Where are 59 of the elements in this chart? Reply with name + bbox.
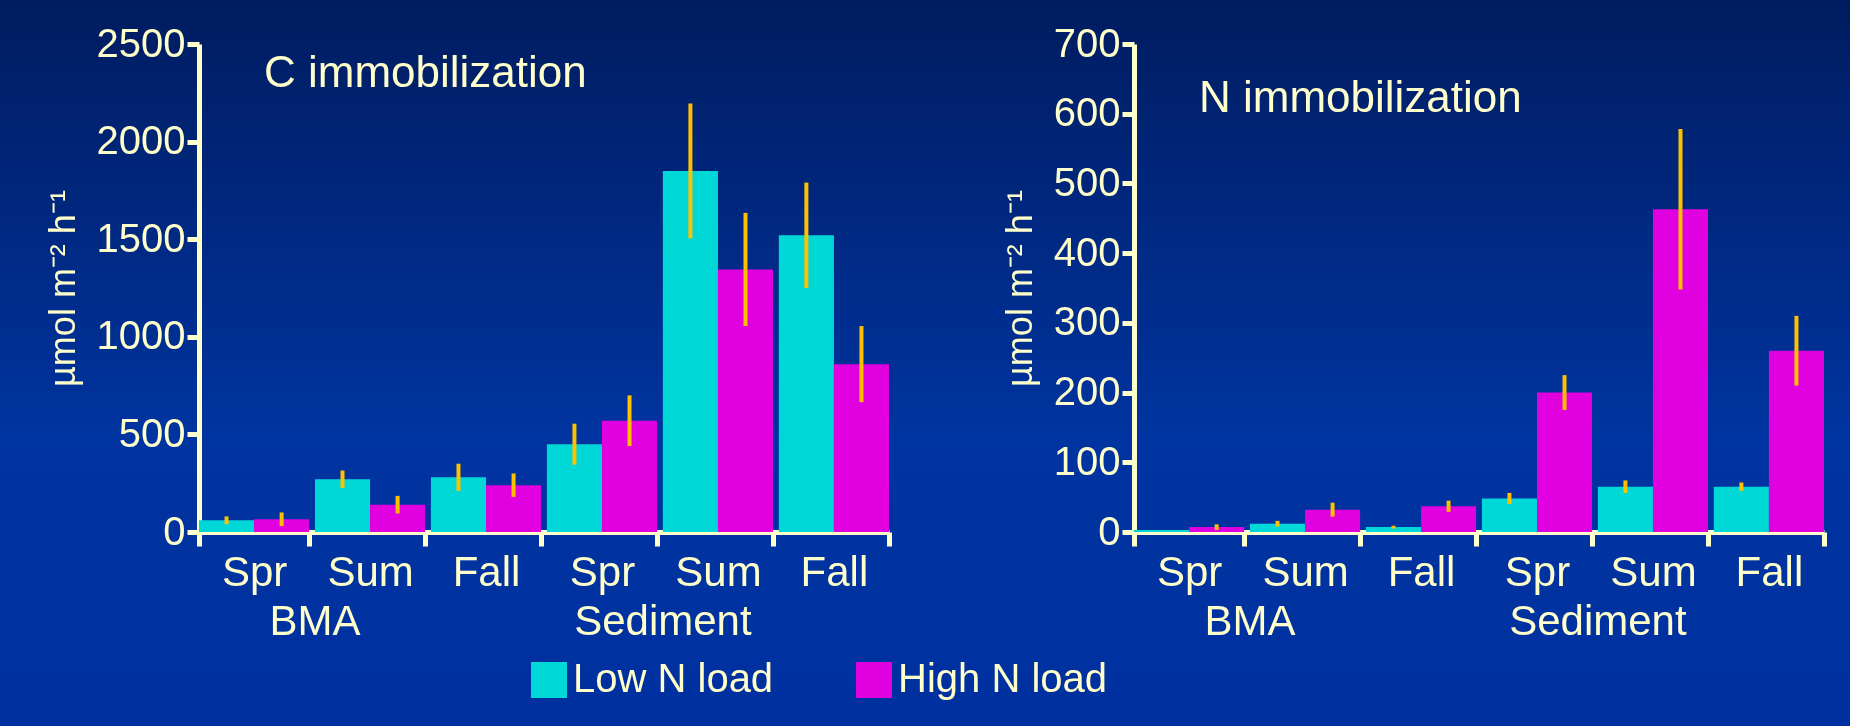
x-tick-label: Sum <box>1610 547 1697 595</box>
y-tick-label: 0 <box>1098 508 1121 553</box>
y-tick-label: 600 <box>1053 90 1121 135</box>
y-tick-label: 1500 <box>96 215 186 260</box>
bar <box>1249 523 1306 532</box>
bar <box>1481 498 1537 532</box>
bar <box>486 485 542 532</box>
x-tick-label: Spr <box>221 547 288 595</box>
y-tick-label: 500 <box>1053 159 1121 204</box>
text: Sediment <box>574 597 752 644</box>
bar <box>1713 486 1769 532</box>
bar <box>314 479 371 532</box>
bar <box>833 364 889 532</box>
y-tick-label: 1000 <box>96 313 186 358</box>
text: N immobilization <box>1199 72 1522 121</box>
text: Sediment <box>1509 597 1687 644</box>
y-tick-label: 700 <box>1053 20 1121 65</box>
bar <box>1768 350 1824 532</box>
x-tick-label: Fall <box>800 547 869 595</box>
x-tick-label: Fall <box>1387 547 1456 595</box>
x-tick-label: Sum <box>1262 547 1349 595</box>
bar <box>1536 392 1593 532</box>
x-tick-label: Spr <box>569 547 636 595</box>
bar <box>1652 209 1709 532</box>
bar <box>1421 506 1477 532</box>
y-tick-label: 0 <box>163 508 186 553</box>
y-axis-title: µmol m⁻² h⁻¹ <box>998 190 1040 387</box>
legend-label: High N load <box>898 656 1108 700</box>
y-tick-label: 300 <box>1053 299 1121 344</box>
x-tick-label: Sum <box>675 547 762 595</box>
bar <box>1597 486 1653 532</box>
bar <box>662 170 718 532</box>
x-tick-label: Fall <box>1735 547 1804 595</box>
y-axis-title: µmol m⁻² h⁻¹ <box>41 190 83 387</box>
text: BMA <box>269 597 361 644</box>
bar <box>1365 527 1422 532</box>
y-tick-label: 2000 <box>96 118 186 163</box>
y-tick-label: 400 <box>1053 229 1121 274</box>
x-tick-label: Fall <box>452 547 521 595</box>
y-tick-label: 200 <box>1053 369 1121 414</box>
bar <box>778 235 834 532</box>
y-tick-label: 100 <box>1053 438 1121 483</box>
text: BMA <box>1204 597 1296 644</box>
chart-title: C immobilization <box>264 47 587 96</box>
x-tick-label: Spr <box>1156 547 1223 595</box>
legend-label: Low N load <box>573 656 774 700</box>
x-tick-label: Sum <box>327 547 414 595</box>
y-tick-label: 2500 <box>96 20 186 65</box>
bar <box>1305 509 1361 532</box>
bar <box>601 420 658 532</box>
y-tick-label: 500 <box>118 410 186 455</box>
bar <box>546 444 602 532</box>
bar <box>1189 527 1245 532</box>
bar <box>254 519 310 532</box>
bar <box>370 504 426 532</box>
bar <box>199 520 255 532</box>
bar <box>717 269 774 532</box>
bar <box>430 477 487 532</box>
x-tick-label: Spr <box>1504 547 1571 595</box>
